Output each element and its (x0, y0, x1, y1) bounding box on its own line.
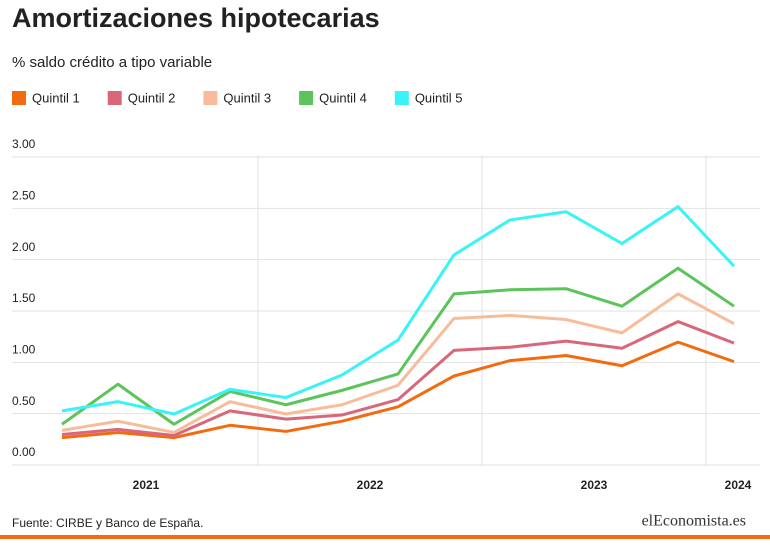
logo: elEconomista.es (642, 513, 746, 530)
y-tick-label: 1.50 (12, 291, 36, 305)
legend-swatch (394, 91, 409, 105)
chart-subtitle: % saldo crédito a tipo variable (12, 54, 212, 71)
legend-swatch (299, 91, 314, 105)
x-tick-label: 2023 (581, 478, 608, 492)
series-line (61, 266, 735, 426)
y-tick-label: 0.50 (12, 394, 36, 408)
y-tick-label: 2.00 (12, 240, 36, 254)
y-tick-label: 1.00 (12, 343, 36, 357)
x-tick-label: 2024 (725, 478, 752, 492)
legend-swatch (203, 91, 218, 105)
legend-swatch (107, 91, 122, 105)
x-tick-label: 2021 (133, 478, 160, 492)
series-line (61, 292, 735, 434)
legend-swatch (12, 91, 26, 105)
x-tick-label: 2022 (357, 478, 384, 492)
legend-label: Quintil 2 (128, 90, 176, 105)
footer-bar (0, 535, 770, 539)
y-tick-label: 2.50 (12, 189, 36, 203)
source: Fuente: CIRBE y Banco de España. (12, 516, 203, 530)
legend-label: Quintil 3 (223, 90, 271, 105)
legend-label: Quintil 4 (319, 90, 367, 105)
chart-title: Amortizaciones hipotecarias (12, 3, 380, 33)
y-tick-label: 3.00 (12, 137, 36, 151)
legend-label: Quintil 1 (32, 90, 80, 105)
y-tick-label: 0.00 (12, 445, 36, 459)
series-line (61, 320, 735, 438)
legend-label: Quintil 5 (415, 90, 463, 105)
series-line (61, 340, 735, 440)
series-line (61, 205, 736, 416)
